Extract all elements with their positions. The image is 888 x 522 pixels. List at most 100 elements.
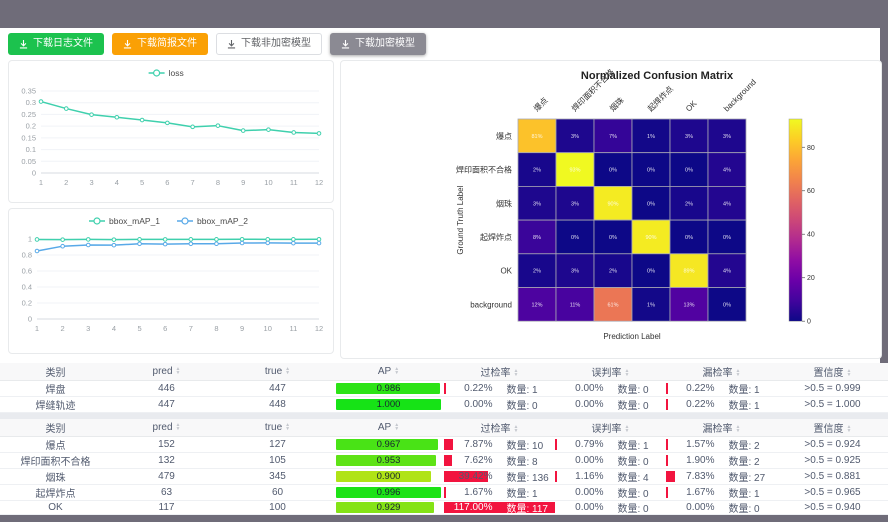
rate-count: 数量: 10 [506, 441, 544, 452]
column-header-pred[interactable]: pred ▲ ▼ [111, 363, 222, 381]
matrix-cell-value: 8% [533, 235, 541, 241]
confidence-cell: >0.5 = 0.924 [777, 436, 888, 453]
download-icon [227, 39, 236, 49]
matrix-cell-value: 90% [607, 201, 618, 207]
column-header-置信度[interactable]: 置信度 ▲ ▼ [777, 363, 888, 381]
true-cell: 105 [222, 452, 333, 469]
ap-cell: 0.986 [333, 380, 444, 397]
rate-count: 数量: 136 [506, 473, 549, 484]
data-point [38, 99, 44, 104]
column-header-误判率[interactable]: 误判率 ▲ ▼ [555, 419, 666, 437]
true-cell: 127 [222, 436, 333, 453]
matrix-cell [707, 219, 747, 255]
legend-item-bbox_mAP_1[interactable]: bbox_mAP_1 [89, 216, 160, 226]
sort-carets[interactable]: ▲ ▼ [624, 368, 630, 379]
matrix-cell [555, 152, 595, 187]
sort-carets[interactable]: ▲ ▼ [513, 424, 519, 435]
column-header-label: 过检率 [480, 368, 511, 379]
class-cell: 烟珠 [0, 468, 111, 485]
x-axis-tick-label: 6 [163, 324, 167, 333]
rate-count: 数量: 0 [617, 489, 649, 500]
data-point [316, 131, 322, 136]
column-header-误判率[interactable]: 误判率 ▲ ▼ [555, 363, 666, 381]
matrix-cell [631, 287, 671, 322]
data-point [85, 242, 91, 248]
matrix-cell-value: 3% [533, 201, 541, 207]
sort-carets[interactable]: ▲ ▼ [394, 366, 400, 377]
sort-carets[interactable]: ▲ ▼ [846, 368, 852, 379]
table-row: 焊缝轨迹 447 448 1.000 0.00% 数量: 0 0.00% 数量:… [0, 396, 888, 413]
matrix-cell-value: 0% [723, 302, 731, 308]
column-header-true[interactable]: true ▲ ▼ [222, 363, 333, 381]
matrix-cell [669, 219, 709, 255]
column-header-pred[interactable]: pred ▲ ▼ [111, 419, 222, 437]
rate-bar [444, 471, 488, 482]
x-axis-tick-label: 1 [35, 324, 39, 333]
matrix-row-label: 焊印面积不合格 [456, 165, 512, 175]
ap-cell: 0.967 [333, 436, 444, 453]
sort-carets[interactable]: ▲ ▼ [624, 424, 630, 435]
rate-count: 数量: 1 [506, 489, 538, 500]
over-cell: 7.87% 数量: 10 [444, 436, 555, 453]
sort-carets[interactable]: ▲ ▼ [513, 368, 519, 379]
column-header-漏检率[interactable]: 漏检率 ▲ ▼ [666, 419, 777, 437]
y-axis-tick-label: 0.05 [21, 157, 36, 166]
true-cell: 60 [222, 484, 333, 501]
x-axis-tick-label: 5 [137, 324, 141, 333]
matrix-cell-value: 61% [607, 302, 618, 308]
matrix-cell [707, 287, 747, 322]
download-icon [341, 39, 350, 49]
column-header-label: AP [377, 422, 392, 433]
matrix-cell [707, 152, 747, 187]
sort-carets[interactable]: ▲ ▼ [735, 424, 741, 435]
legend-item-loss[interactable]: loss [148, 68, 184, 78]
pred-cell: 446 [111, 380, 222, 397]
matrix-cell [593, 152, 633, 187]
rate-value: 0.00% [686, 502, 715, 513]
sort-carets[interactable]: ▲ ▼ [175, 366, 181, 377]
y-axis-tick-label: 0 [28, 315, 32, 324]
pred-cell: 132 [111, 452, 222, 469]
sort-carets[interactable]: ▲ ▼ [735, 368, 741, 379]
y-axis-tick-label: 0.4 [22, 283, 32, 292]
rate-count: 数量: 0 [617, 504, 649, 515]
matrix-col-label: OK [684, 98, 699, 113]
y-axis-tick-label: 0 [32, 169, 36, 178]
legend-item-bbox_mAP_2[interactable]: bbox_mAP_2 [177, 216, 248, 226]
matrix-cell-value: 3% [723, 134, 731, 140]
download-plain-model-button[interactable]: 下载非加密模型 [216, 33, 322, 55]
ap-cell: 0.929 [333, 500, 444, 515]
column-header-label: 误判率 [591, 368, 622, 379]
matrix-cell [517, 152, 557, 187]
over-cell: 117.00% 数量: 117 [444, 500, 555, 515]
column-header-漏检率[interactable]: 漏检率 ▲ ▼ [666, 363, 777, 381]
download-encrypted-model-button[interactable]: 下载加密模型 [330, 33, 426, 55]
download-log-button[interactable]: 下载日志文件 [8, 33, 104, 55]
column-header-AP[interactable]: AP ▲ ▼ [333, 363, 444, 381]
column-header-label: pred [152, 366, 173, 377]
x-axis-tick-label: 7 [189, 324, 193, 333]
sort-carets[interactable]: ▲ ▼ [285, 366, 291, 377]
mis-cell: 0.00% 数量: 0 [555, 484, 666, 501]
sort-carets[interactable]: ▲ ▼ [285, 422, 291, 433]
column-header-过检率[interactable]: 过检率 ▲ ▼ [444, 363, 555, 381]
column-header-过检率[interactable]: 过检率 ▲ ▼ [444, 419, 555, 437]
download-encrypted-model-label: 下载加密模型 [355, 38, 415, 49]
matrix-cell-value: 2% [533, 269, 541, 275]
sort-carets[interactable]: ▲ ▼ [846, 424, 852, 435]
rate-count: 数量: 0 [617, 401, 649, 412]
colorbar-tick-label: 80 [807, 145, 815, 152]
window-top-chrome [0, 0, 888, 28]
ap-value: 0.967 [376, 439, 401, 450]
sort-carets[interactable]: ▲ ▼ [394, 422, 400, 433]
column-header-true[interactable]: true ▲ ▼ [222, 419, 333, 437]
data-point [265, 237, 271, 242]
download-report-button[interactable]: 下载简报文件 [112, 33, 208, 55]
column-header-置信度[interactable]: 置信度 ▲ ▼ [777, 419, 888, 437]
matrix-cell-value: 3% [571, 134, 579, 140]
miss-cell: 1.90% 数量: 2 [666, 452, 777, 469]
over-cell: 0.22% 数量: 1 [444, 380, 555, 397]
pred-cell: 479 [111, 468, 222, 485]
sort-carets[interactable]: ▲ ▼ [175, 422, 181, 433]
column-header-AP[interactable]: AP ▲ ▼ [333, 419, 444, 437]
